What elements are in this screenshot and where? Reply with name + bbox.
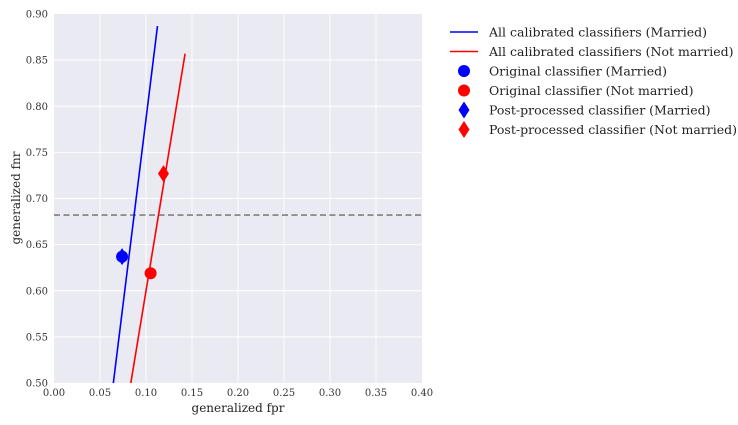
series-line — [130, 53, 186, 384]
legend-circle-swatch — [458, 84, 470, 97]
legend-label: Post-processed classifier (Not married) — [489, 122, 737, 137]
y-tick-label: 0.55 — [26, 332, 48, 343]
legend: All calibrated classifiers (Married) All … — [450, 25, 737, 138]
x-tick-label: 0.35 — [365, 388, 387, 399]
legend-label: Original classifier (Married) — [489, 64, 667, 79]
x-axis-label: generalized fpr — [192, 401, 285, 415]
legend-diamond-swatch — [458, 101, 470, 119]
y-tick-label: 0.90 — [26, 10, 48, 21]
series-line — [112, 25, 159, 384]
legend-label: Post-processed classifier (Married) — [489, 103, 711, 118]
x-tick-label: 0.40 — [411, 388, 433, 399]
legend-circle-swatch — [458, 65, 470, 77]
x-tick-label: 0.05 — [89, 388, 111, 399]
y-axis-label: generalized fnr — [9, 151, 23, 244]
series-markers — [116, 165, 169, 280]
y-tick-label: 0.85 — [26, 56, 48, 67]
diamond-marker — [157, 165, 169, 183]
x-tick-labels: 0.00 0.05 0.10 0.15 0.20 0.25 0.30 0.35 0.40 — [43, 388, 433, 399]
y-tick-label: 0.70 — [26, 194, 48, 205]
y-tick-label: 0.65 — [26, 240, 48, 251]
series-lines — [112, 25, 186, 384]
legend-label: All calibrated classifiers (Married) — [488, 25, 707, 40]
y-tick-labels: 0.50 0.55 0.60 0.65 0.70 0.75 0.80 0.85 0.90 — [26, 10, 48, 390]
legend-diamond-swatch — [458, 121, 470, 138]
circle-marker — [144, 267, 157, 280]
y-tick-label: 0.75 — [26, 148, 48, 159]
legend-label: All calibrated classifiers (Not married) — [488, 44, 734, 59]
x-tick-label: 0.30 — [319, 388, 341, 399]
y-tick-label: 0.80 — [26, 102, 48, 113]
y-tick-label: 0.50 — [26, 379, 48, 390]
x-tick-label: 0.00 — [43, 388, 65, 399]
x-tick-label: 0.20 — [227, 388, 249, 399]
legend-label: Original classifier (Not married) — [489, 83, 694, 98]
y-tick-label: 0.60 — [26, 286, 48, 297]
x-tick-label: 0.10 — [135, 388, 157, 399]
x-tick-label: 0.25 — [273, 388, 295, 399]
x-tick-label: 0.15 — [181, 388, 203, 399]
grid-lines — [54, 14, 422, 383]
diamond-marker — [116, 248, 128, 266]
